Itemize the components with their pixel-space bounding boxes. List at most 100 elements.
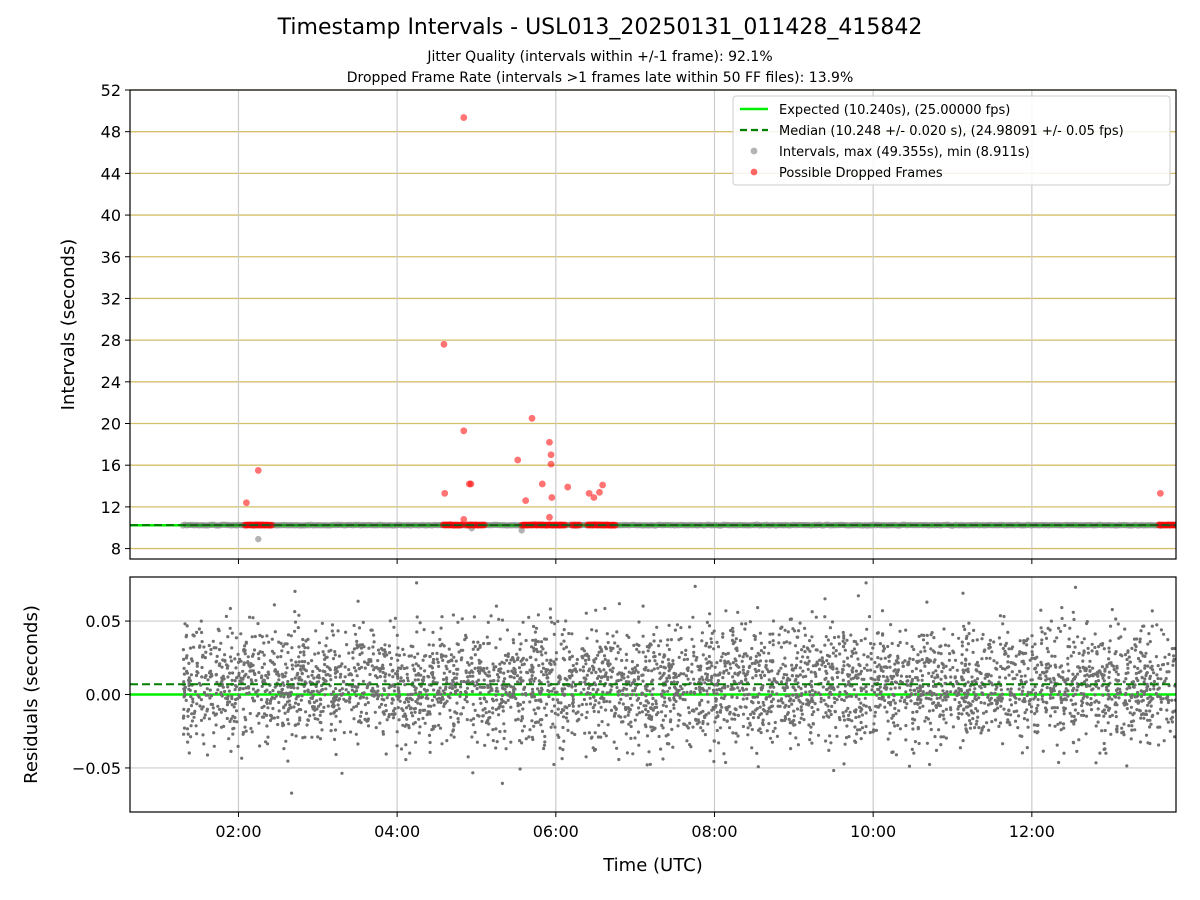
residual-point: [422, 687, 426, 691]
residual-point: [832, 686, 836, 690]
residual-point: [988, 638, 993, 642]
residual-point: [1157, 686, 1161, 690]
residual-point: [781, 676, 786, 680]
residual-point: [215, 654, 219, 659]
residual-point: [688, 625, 692, 629]
residual-point: [545, 702, 549, 706]
residual-point: [428, 654, 432, 659]
residual-point: [630, 671, 634, 675]
residual-point: [1030, 645, 1035, 649]
residual-point: [337, 697, 342, 701]
residual-point: [413, 710, 417, 714]
residual-point: [1085, 695, 1089, 699]
residual-point: [1024, 651, 1028, 655]
residual-point: [746, 733, 750, 737]
residual-point: [776, 699, 781, 703]
residual-point: [896, 723, 900, 728]
residual-point: [1033, 712, 1037, 716]
residual-point: [841, 668, 845, 672]
residual-point: [223, 709, 227, 713]
residual-point: [599, 696, 603, 700]
residual-point: [391, 716, 396, 720]
residual-point: [378, 667, 382, 671]
residual-point: [919, 694, 923, 698]
residual-point: [500, 693, 504, 698]
residual-point: [597, 710, 601, 714]
residual-point: [705, 689, 709, 693]
residual-point: [966, 680, 970, 684]
residual-point: [254, 678, 258, 683]
residual-point: [562, 639, 566, 643]
residual-point: [381, 730, 385, 734]
residual-point: [771, 643, 775, 647]
residual-point: [1114, 650, 1118, 654]
residual-point: [318, 713, 322, 717]
residual-point: [728, 710, 732, 714]
residual-point: [1166, 695, 1170, 699]
residual-point: [771, 660, 775, 664]
residual-point: [854, 673, 858, 677]
residual-point: [313, 717, 317, 721]
residual-point: [750, 727, 754, 732]
residual-point: [1082, 649, 1086, 653]
residual-point: [334, 708, 338, 713]
residual-point: [841, 639, 845, 643]
residual-point: [506, 652, 510, 656]
residual-point: [724, 652, 728, 656]
residual-point: [590, 671, 594, 675]
residual-point: [811, 699, 815, 704]
residual-point: [1023, 711, 1027, 715]
residual-point: [855, 642, 859, 646]
residual-point: [294, 734, 298, 738]
residual-point: [722, 684, 727, 688]
residual-point: [265, 724, 269, 728]
residual-point: [1120, 731, 1124, 735]
residual-point: [736, 734, 740, 738]
residual-point: [484, 711, 488, 715]
residual-point: [1073, 585, 1078, 590]
residual-point: [983, 701, 987, 705]
residual-point: [1094, 684, 1098, 688]
residual-point: [260, 665, 264, 670]
residual-point: [1009, 703, 1014, 707]
residual-point: [704, 672, 708, 676]
residual-point: [387, 693, 391, 697]
residual-point: [581, 656, 585, 660]
residual-point: [1029, 690, 1033, 695]
residual-point: [229, 749, 233, 754]
residual-point: [276, 722, 280, 727]
residual-point: [785, 712, 790, 716]
residual-point: [465, 686, 470, 690]
residual-point: [893, 724, 897, 728]
residual-point: [431, 630, 435, 635]
residual-point: [288, 703, 292, 707]
residual-point: [441, 677, 446, 682]
residual-point: [432, 703, 436, 707]
residual-point: [723, 694, 727, 698]
residual-point: [1015, 673, 1019, 677]
residual-point: [690, 662, 694, 666]
residual-point: [1044, 710, 1048, 714]
residual-point: [635, 663, 640, 668]
residual-point: [928, 762, 932, 767]
residual-point: [591, 687, 595, 692]
residual-point: [758, 631, 763, 635]
residual-point: [403, 683, 407, 687]
residual-point: [1089, 702, 1093, 706]
residual-point: [544, 713, 548, 718]
residual-point: [943, 674, 947, 678]
residual-point: [838, 718, 842, 722]
residual-point: [629, 720, 633, 724]
residual-point: [430, 698, 434, 702]
residual-point: [1044, 636, 1049, 641]
residual-point: [623, 666, 628, 670]
residual-point: [1130, 728, 1134, 732]
residual-point: [300, 671, 304, 676]
residual-point: [770, 680, 774, 684]
residual-point: [685, 657, 690, 661]
residual-point: [1077, 651, 1081, 656]
residual-point: [1013, 676, 1017, 681]
residual-point: [387, 686, 391, 690]
residual-point: [375, 676, 379, 680]
residual-point: [536, 650, 540, 654]
